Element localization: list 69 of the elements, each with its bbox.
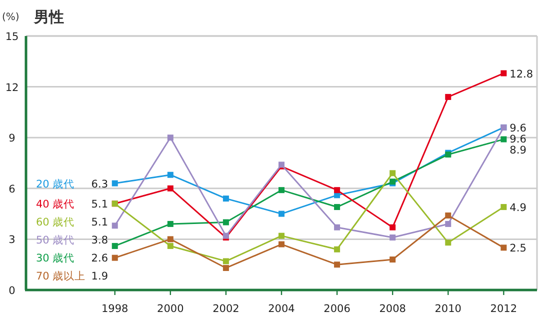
point bbox=[334, 204, 340, 210]
point bbox=[334, 187, 340, 194]
point bbox=[112, 180, 118, 186]
x-tick-label: 2004 bbox=[268, 303, 296, 315]
point bbox=[222, 219, 229, 226]
point bbox=[445, 94, 452, 100]
point bbox=[112, 242, 118, 249]
text: 40 歳代 bbox=[36, 198, 75, 211]
data-label: 12.8 bbox=[510, 68, 534, 80]
point bbox=[390, 224, 396, 230]
y-tick-label: 12 bbox=[5, 82, 19, 94]
data-label: 2.5 bbox=[510, 242, 526, 255]
point bbox=[500, 136, 507, 142]
point bbox=[112, 254, 118, 261]
text: 20 歳代 bbox=[36, 177, 75, 190]
point bbox=[167, 172, 174, 178]
point bbox=[334, 246, 340, 252]
x-tick-label: 1998 bbox=[102, 303, 128, 315]
point bbox=[167, 220, 174, 227]
data-label: 1.9 bbox=[91, 270, 108, 283]
data-label: 2.6 bbox=[91, 252, 108, 265]
x-tick-label: 2000 bbox=[157, 303, 184, 315]
point bbox=[167, 134, 174, 141]
y-tick-label: 0 bbox=[8, 285, 16, 297]
point bbox=[334, 262, 340, 268]
point bbox=[167, 185, 174, 192]
point bbox=[500, 204, 507, 210]
point bbox=[390, 234, 396, 241]
text: 60 歳代 bbox=[36, 216, 75, 229]
y-tick-label: 9 bbox=[8, 132, 16, 145]
point bbox=[390, 170, 396, 176]
point bbox=[222, 264, 229, 271]
y-tick-label: 15 bbox=[5, 31, 19, 43]
text: 50 歳代 bbox=[36, 234, 75, 247]
point bbox=[390, 256, 396, 263]
data-label: 3.8 bbox=[91, 234, 108, 247]
data-label: 9.6 bbox=[510, 133, 527, 146]
point bbox=[278, 241, 284, 248]
point bbox=[167, 242, 174, 249]
x-tick-label: 2008 bbox=[379, 303, 406, 315]
y-axis-title: (%) bbox=[2, 12, 20, 23]
text: 70 歳以上 bbox=[36, 270, 86, 283]
y-tick-label: 6 bbox=[8, 183, 16, 196]
point bbox=[334, 224, 340, 230]
point bbox=[278, 187, 284, 194]
point bbox=[445, 220, 452, 227]
data-label: 6.3 bbox=[91, 178, 108, 190]
data-label: 4.9 bbox=[510, 202, 526, 214]
text: 30 歳代 bbox=[36, 252, 75, 265]
point bbox=[445, 212, 452, 218]
x-tick-label: 2010 bbox=[434, 303, 462, 315]
point bbox=[500, 244, 507, 251]
x-tick-label: 2012 bbox=[490, 303, 518, 315]
data-label: 9.6 bbox=[510, 122, 527, 134]
point bbox=[167, 236, 174, 242]
chart-title: 男性 bbox=[33, 8, 64, 26]
point bbox=[112, 222, 118, 229]
y-tick-label: 3 bbox=[8, 234, 16, 246]
data-label: 5.1 bbox=[91, 198, 108, 211]
data-label: 5.1 bbox=[91, 216, 108, 229]
point bbox=[222, 258, 229, 264]
point bbox=[278, 232, 284, 239]
point bbox=[500, 70, 507, 76]
data-label: 8.9 bbox=[510, 144, 526, 156]
point bbox=[445, 240, 452, 246]
point bbox=[278, 210, 284, 217]
x-tick-label: 2006 bbox=[324, 303, 351, 315]
x-tick-label: 2002 bbox=[212, 303, 240, 315]
point bbox=[222, 196, 229, 202]
